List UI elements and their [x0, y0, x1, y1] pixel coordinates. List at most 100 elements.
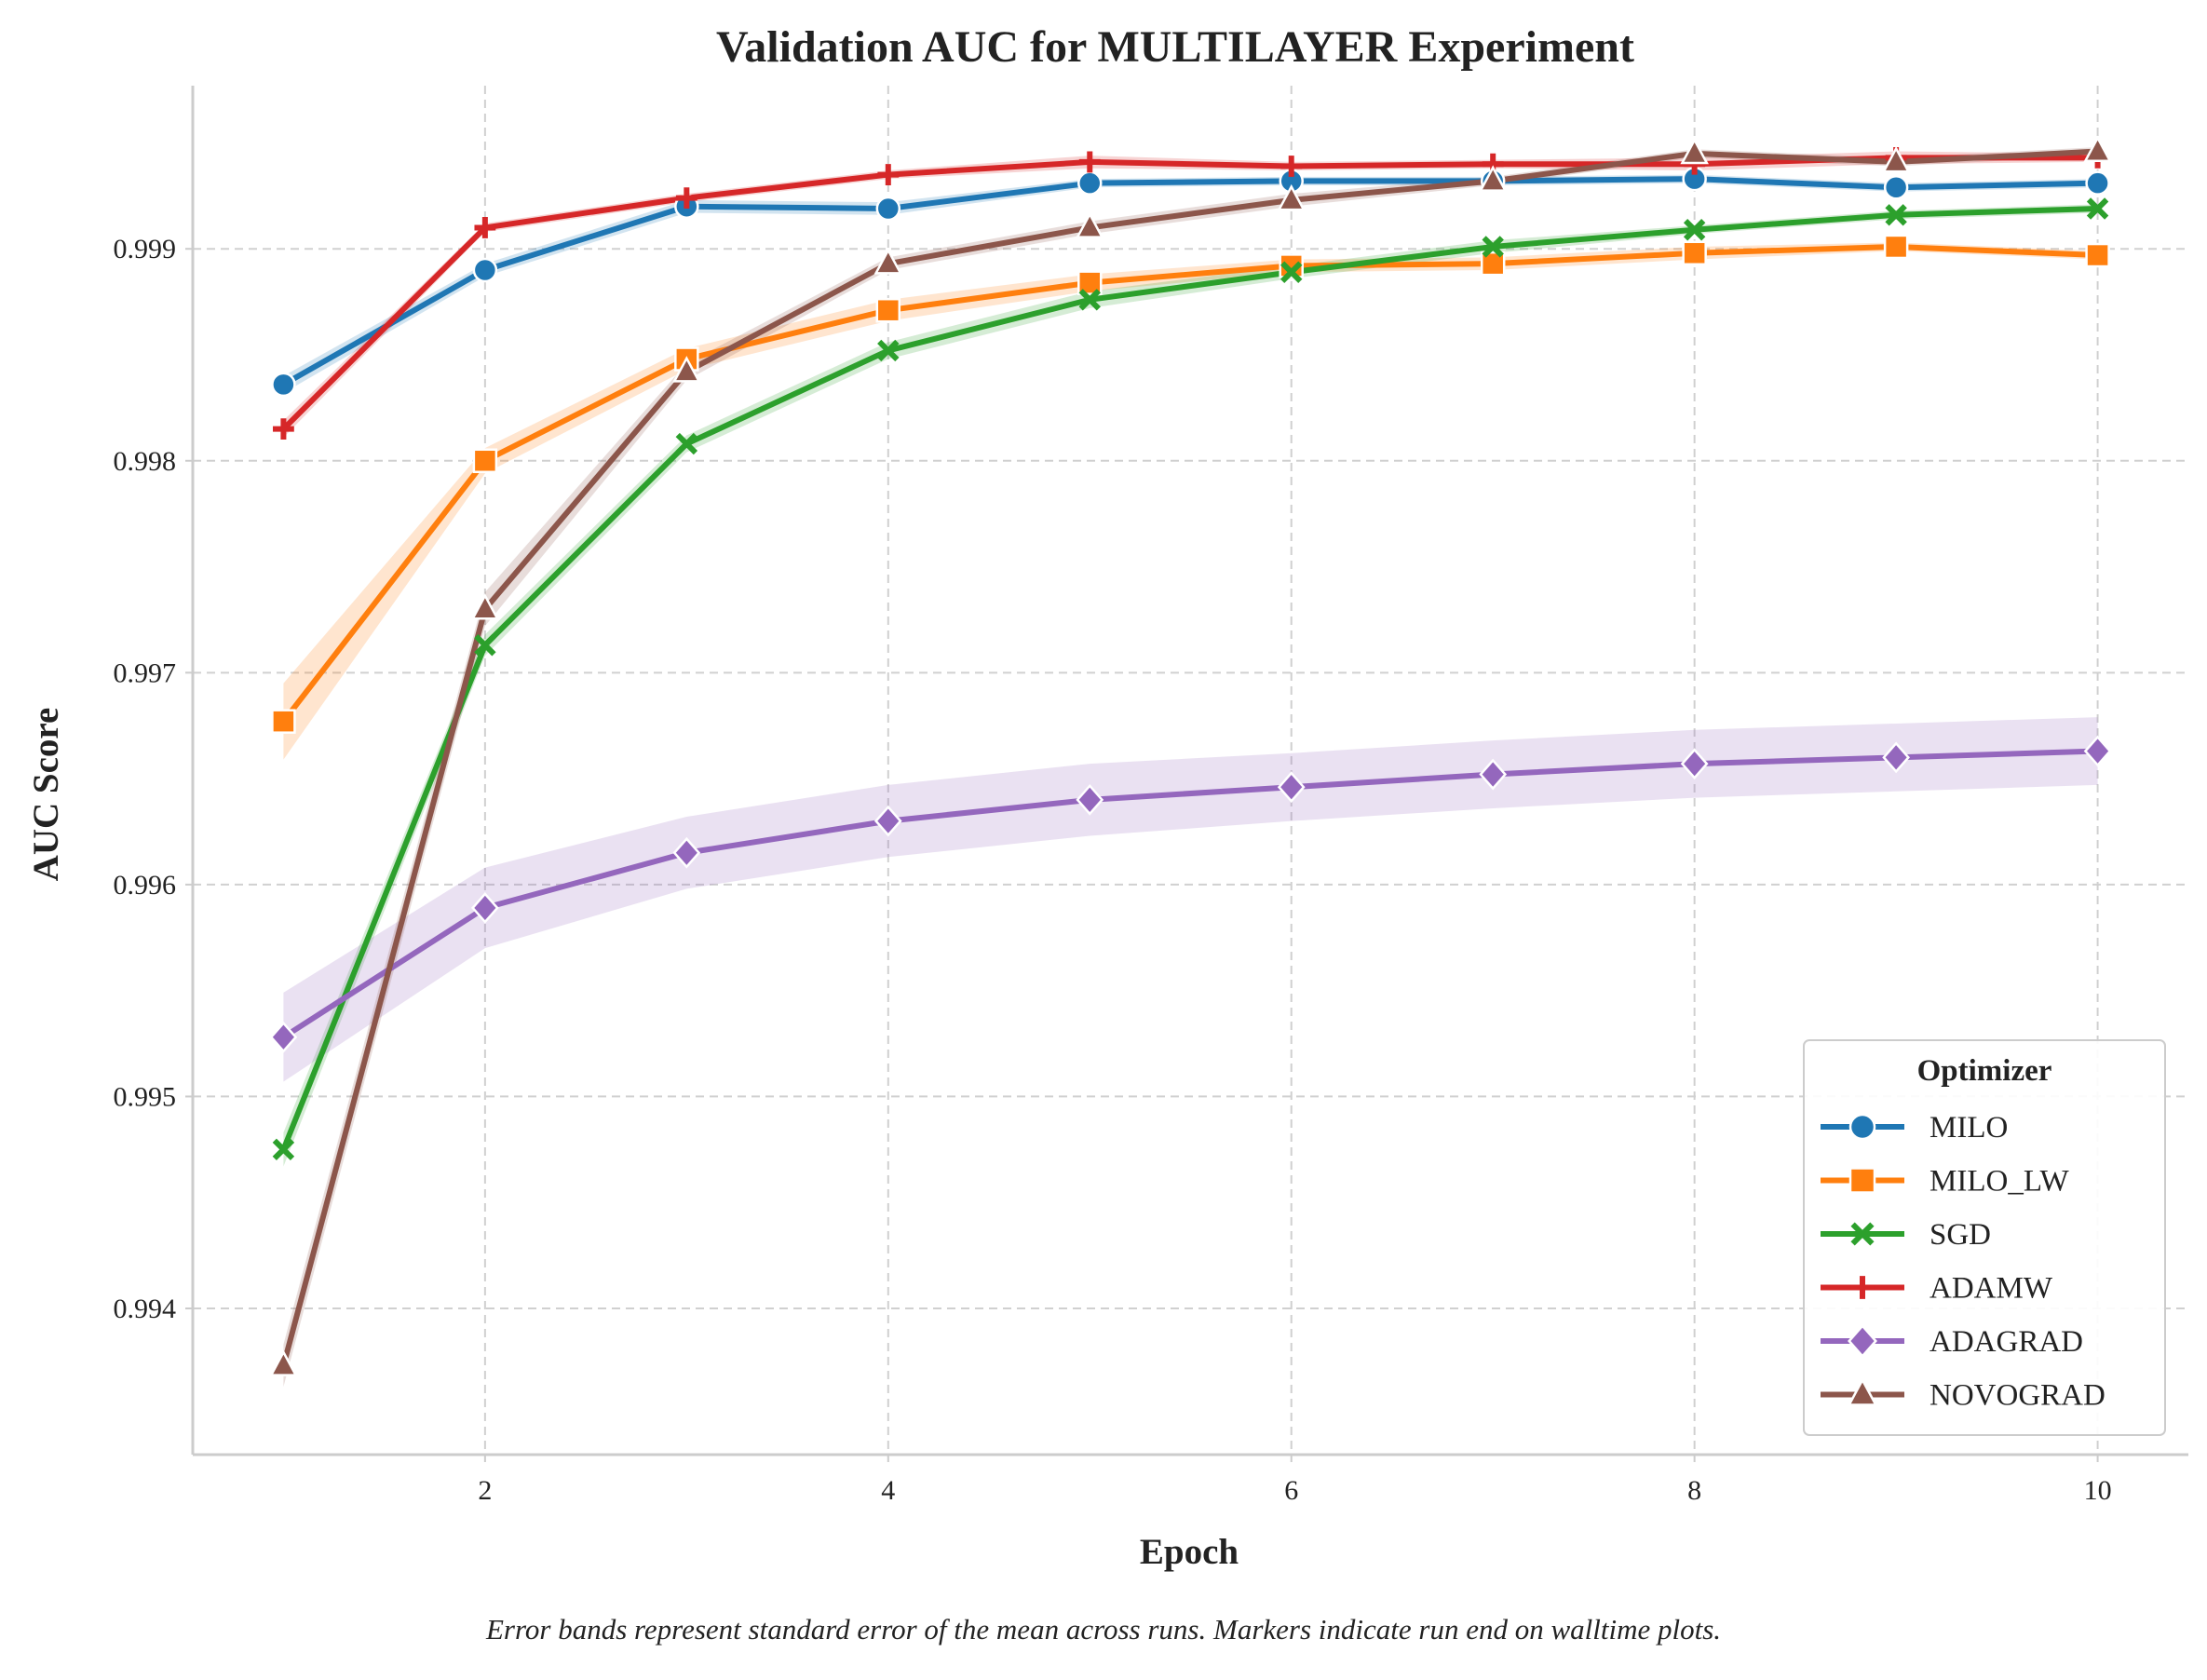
data-point-novograd: [1075, 211, 1104, 238]
data-point-adamw: [474, 217, 496, 238]
data-point-adagrad: [1882, 741, 1910, 774]
x-axis-label: Epoch: [1140, 1532, 1239, 1572]
data-point-adagrad: [471, 892, 499, 924]
data-point-milo-lw: [2085, 242, 2110, 268]
chart-title: Validation AUC for MULTILAYER Experiment: [716, 22, 1634, 72]
legend-marker-triangle: [1847, 1377, 1878, 1406]
y-axis-label: AUC Score: [26, 708, 66, 882]
legend-marker-plus: [1850, 1276, 1875, 1299]
legend-label: MILO: [1929, 1111, 2008, 1145]
error-band-sgd: [283, 204, 2098, 1167]
caption: Error bands represent standard error of …: [485, 1613, 1722, 1646]
data-point-sgd: [877, 339, 900, 362]
legend-item-adagrad: ADAGRAD: [1821, 1323, 2083, 1359]
data-point-novograd: [1478, 165, 1508, 192]
data-point-sgd: [1078, 289, 1101, 311]
series-line-sgd: [280, 205, 2101, 1153]
data-point-sgd: [1885, 204, 1907, 226]
legend: Optimizer MILO MILO_LW SGD ADAMW ADAGRAD NOVO…: [1803, 1039, 2166, 1436]
series-markers: [269, 135, 2112, 1376]
tick-labels: 2 4 6 8 10 0.994 0.995 0.996 0.997 0.998 0.999: [114, 234, 2112, 1506]
data-point-novograd: [873, 248, 903, 275]
y-tick-label: 0.997: [114, 657, 177, 688]
legend-label: NOVOGRAD: [1929, 1379, 2105, 1413]
error-band-milo-lw: [283, 242, 2098, 760]
data-point-novograd: [1277, 183, 1307, 211]
x-tick-label: 8: [1687, 1475, 1701, 1506]
data-point-adamw: [877, 164, 900, 185]
legend-marker-x: [1850, 1222, 1875, 1246]
data-point-adamw: [273, 418, 294, 440]
data-point-milo-lw: [271, 709, 296, 734]
series-line-adagrad: [280, 748, 2101, 1040]
data-point-milo-lw: [875, 297, 901, 323]
legend-marker-circle: [1848, 1113, 1876, 1141]
legend-title: Optimizer: [1917, 1054, 2052, 1088]
data-point-adagrad: [672, 836, 701, 869]
legend-item-novograd: NOVOGRAD: [1821, 1377, 2105, 1413]
data-point-novograd: [2083, 135, 2112, 162]
legend-label: ADAGRAD: [1929, 1325, 2083, 1359]
data-point-adagrad: [1479, 758, 1508, 791]
data-point-milo: [1883, 174, 1909, 200]
data-point-milo-lw: [1682, 240, 1707, 266]
data-point-adagrad: [1076, 783, 1104, 816]
data-point-novograd: [1881, 145, 1911, 173]
data-point-milo: [1077, 170, 1103, 196]
y-tick-label: 0.995: [114, 1081, 177, 1112]
data-point-milo-lw: [472, 448, 498, 474]
data-point-adamw: [675, 187, 697, 210]
axes: [185, 86, 2188, 1462]
error-band-adagrad: [283, 717, 2098, 1082]
y-tick-label: 0.999: [114, 234, 177, 264]
data-point-novograd: [470, 593, 500, 620]
data-point-milo: [472, 257, 498, 283]
error-band-adamw: [283, 151, 2098, 438]
legend-marker-square: [1848, 1167, 1876, 1194]
data-point-sgd: [1280, 261, 1303, 283]
error-bands: [283, 146, 2098, 1388]
legend-item-sgd: SGD: [1821, 1218, 1991, 1252]
data-point-sgd: [675, 432, 698, 455]
data-point-sgd: [1683, 219, 1706, 241]
x-tick-label: 6: [1284, 1475, 1298, 1506]
legend-item-adamw: ADAMW: [1821, 1272, 2053, 1306]
legend-label: ADAMW: [1929, 1272, 2053, 1306]
data-point-sgd: [474, 634, 496, 657]
data-point-sgd: [2086, 197, 2109, 220]
data-point-adagrad: [2083, 735, 2112, 767]
data-point-adagrad: [1680, 748, 1709, 780]
series-line-milo-lw: [280, 243, 2101, 725]
data-point-sgd: [272, 1138, 295, 1161]
series-line-adamw: [280, 155, 2101, 432]
data-point-adagrad: [269, 1021, 298, 1053]
legend-item-milo-lw: MILO_LW: [1821, 1165, 2070, 1199]
y-tick-label: 0.994: [114, 1294, 177, 1324]
legend-label: SGD: [1929, 1218, 1991, 1252]
data-point-novograd: [269, 1349, 298, 1376]
data-point-adagrad: [1277, 771, 1306, 804]
data-point-adamw: [1280, 156, 1303, 177]
data-point-adagrad: [873, 805, 902, 837]
x-tick-label: 4: [881, 1475, 895, 1506]
data-point-adamw: [1078, 151, 1101, 173]
data-point-milo-lw: [1883, 234, 1909, 260]
legend-marker-diamond: [1848, 1323, 1877, 1359]
data-point-sgd: [1482, 236, 1504, 258]
data-point-novograd: [672, 356, 701, 383]
data-point-milo: [875, 196, 901, 222]
data-point-milo: [2085, 170, 2110, 196]
data-point-novograd: [1680, 137, 1709, 165]
legend-box: [1803, 1039, 2166, 1436]
series-line-milo: [280, 176, 2101, 387]
x-tick-label: 10: [2084, 1475, 2112, 1506]
x-tick-label: 2: [478, 1475, 492, 1506]
series-lines: [280, 148, 2101, 1369]
legend-item-milo: MILO: [1821, 1111, 2008, 1145]
data-point-milo: [271, 372, 296, 398]
y-tick-label: 0.996: [114, 870, 177, 901]
legend-label: MILO_LW: [1929, 1165, 2070, 1199]
series-line-novograd: [280, 148, 2101, 1369]
y-tick-label: 0.998: [114, 446, 177, 477]
